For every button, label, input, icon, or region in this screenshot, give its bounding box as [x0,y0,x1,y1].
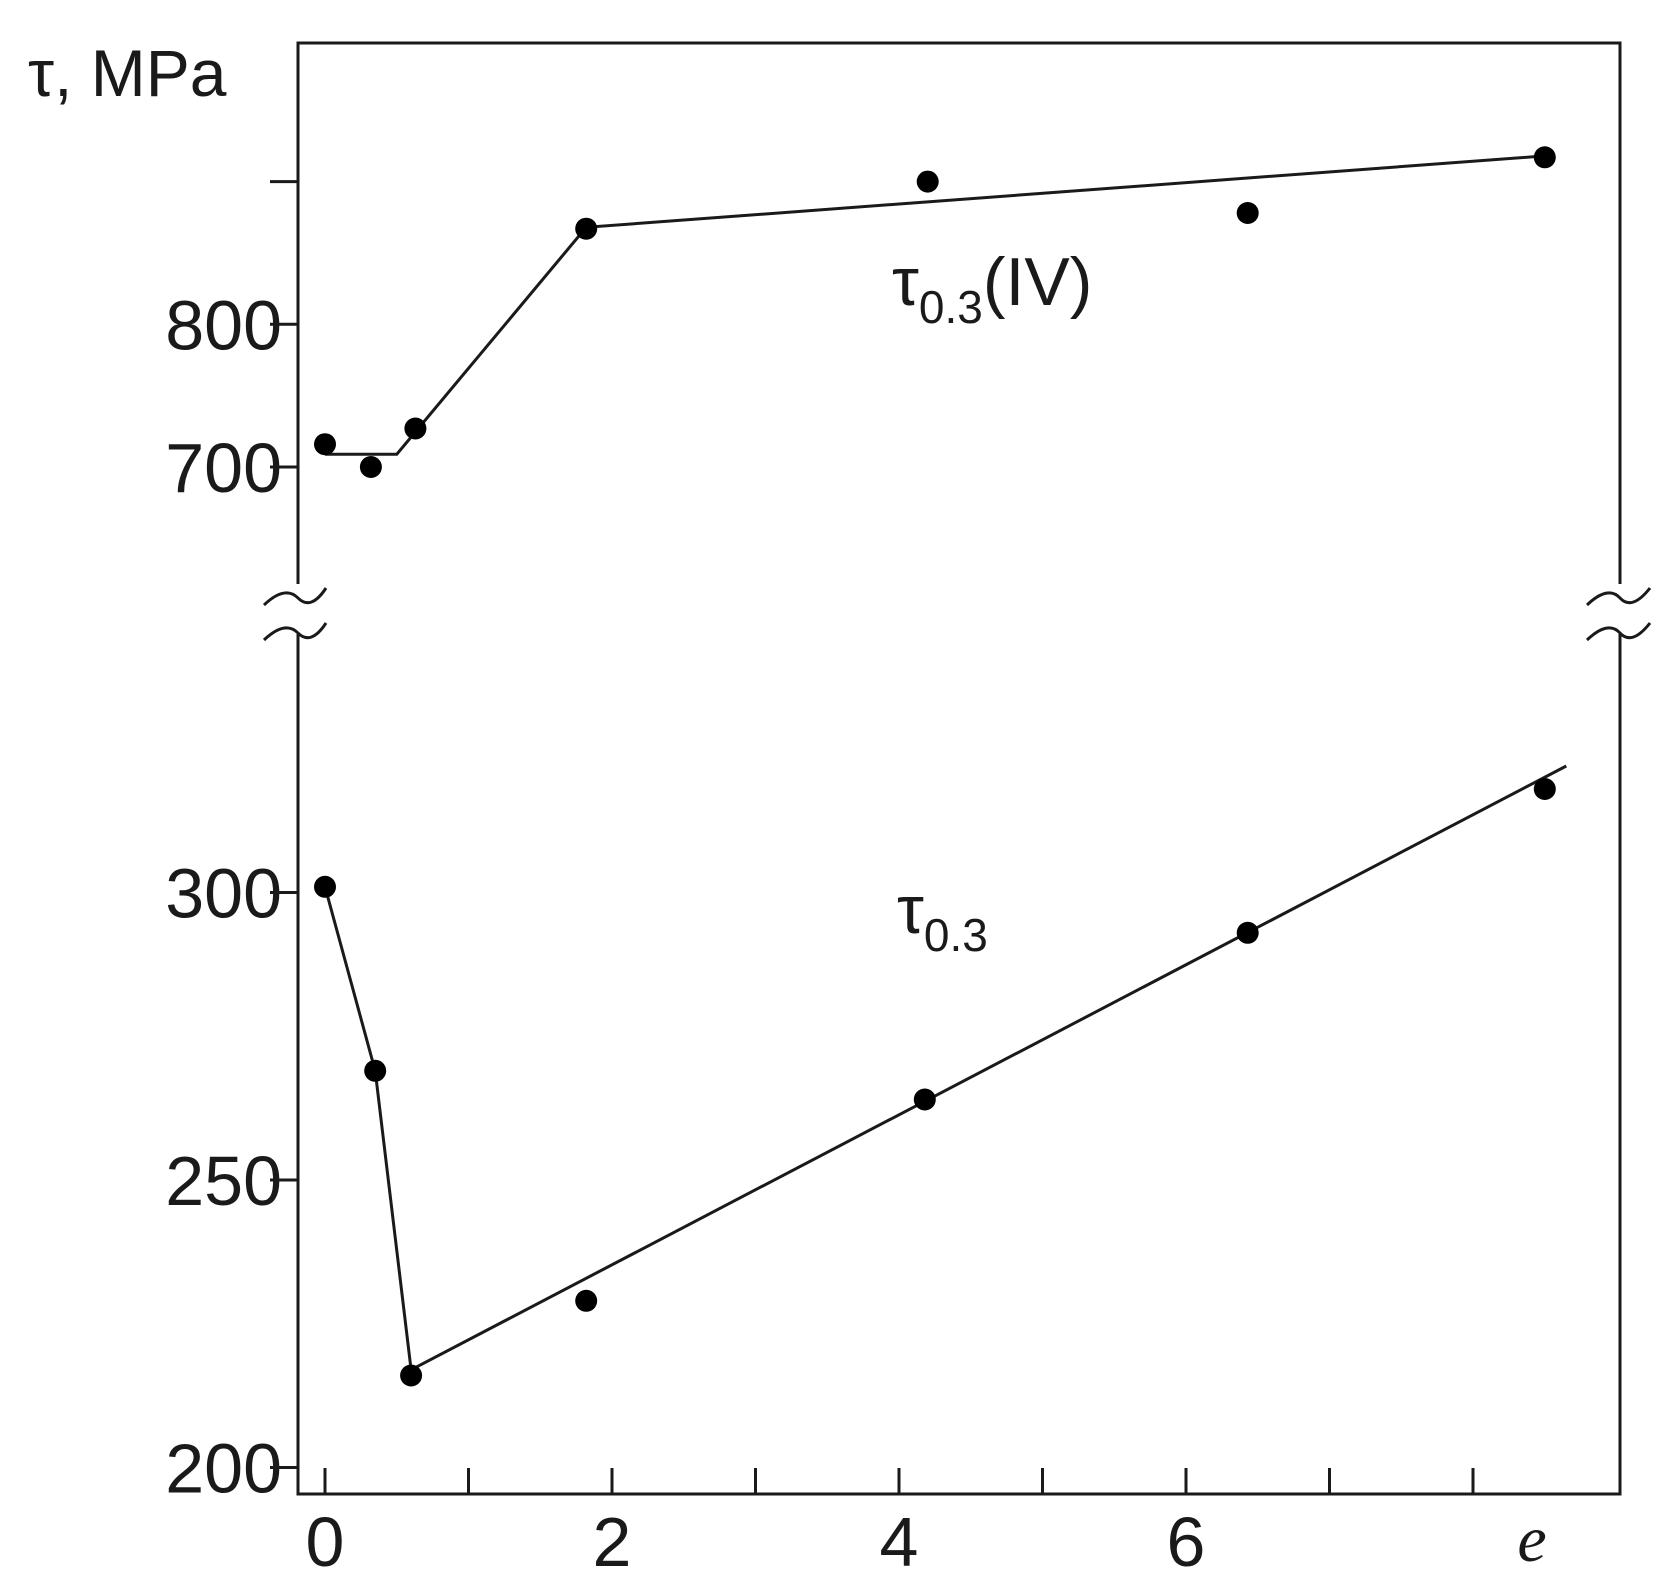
series-label-lower-main: τ [897,872,924,948]
x-tick-label: 2 [593,1503,632,1581]
data-point [1236,202,1259,224]
data-point [575,1289,598,1312]
y-tick-label: 800 [165,286,282,364]
y-tick-label: 300 [165,855,282,933]
ticks-layer: 0 2 4 6 700 800 200 250 300 [165,180,1475,1581]
data-point [404,417,427,440]
data-point [364,1059,387,1082]
data-point [314,875,336,898]
data-point [1533,146,1556,169]
y-tick-label: 200 [165,1430,282,1508]
data-point [1533,778,1556,800]
data-point [314,433,336,456]
series-label-upper-sub: 0.3 [919,281,983,333]
series-line [323,764,1567,1373]
data-point [913,1088,936,1111]
series-label-upper: τ0.3(IV) [892,244,1092,333]
y-axis-title: τ, MPa [28,36,227,110]
axis-break-right [1585,584,1656,642]
series-label-lower: τ0.3 [897,872,988,961]
data-point [400,1364,423,1387]
x-tick-label: 4 [880,1503,919,1581]
plot-frame [296,41,1622,1496]
axis-break-left [262,584,332,642]
series-line [325,154,1545,456]
x-tick-label: 6 [1167,1503,1206,1581]
data-point [575,217,598,240]
series-label-upper-suffix: (IV) [983,244,1093,320]
x-tick-label: 0 [306,1503,345,1581]
series-label-upper-main: τ [892,244,919,320]
x-axis-title: e [1517,1503,1546,1576]
series-label-lower-sub: 0.3 [924,909,988,961]
points-layer [314,146,1556,1387]
y-tick-label: 250 [165,1142,282,1220]
data-point [359,456,382,478]
lines-layer [323,154,1567,1373]
data-point [1236,921,1259,944]
y-tick-label: 700 [165,429,282,507]
data-point [916,170,939,193]
